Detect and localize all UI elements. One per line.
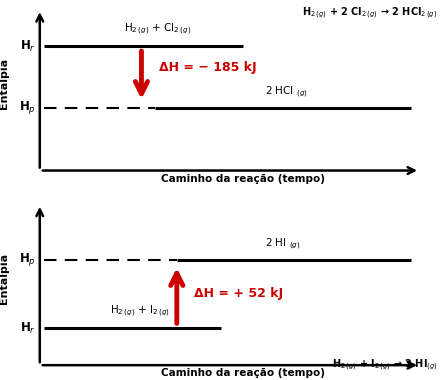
Text: H$_{2\,(g)}$ + 2 Cl$_{2\,(g)}$ → 2 HCl$_{2\,(g)}$: H$_{2\,(g)}$ + 2 Cl$_{2\,(g)}$ → 2 HCl$_… <box>302 6 438 21</box>
Text: H$_p$: H$_p$ <box>19 251 35 268</box>
Text: ΔH = + 52 kJ: ΔH = + 52 kJ <box>194 287 284 300</box>
Text: ΔH = − 185 kJ: ΔH = − 185 kJ <box>159 61 257 74</box>
Text: H$_p$: H$_p$ <box>19 99 35 116</box>
Text: 2 HCl $_{(g)}$: 2 HCl $_{(g)}$ <box>265 85 308 100</box>
Text: Caminho da reação (tempo): Caminho da reação (tempo) <box>161 368 325 378</box>
Text: Entalpia: Entalpia <box>0 252 9 304</box>
Text: Caminho da reação (tempo): Caminho da reação (tempo) <box>161 174 325 184</box>
Text: 2 HI $_{(g)}$: 2 HI $_{(g)}$ <box>265 237 301 252</box>
Text: H$_{2\,(g)}$ + I$_{2\,(g)}$: H$_{2\,(g)}$ + I$_{2\,(g)}$ <box>110 303 171 319</box>
Text: H$_r$: H$_r$ <box>19 321 35 336</box>
Text: H$_{2\,(g)}$ + I$_{2\,(g)}$ → 2 HI$_{(g)}$: H$_{2\,(g)}$ + I$_{2\,(g)}$ → 2 HI$_{(g)… <box>332 357 438 372</box>
Text: Entalpia: Entalpia <box>0 58 9 109</box>
Text: H$_r$: H$_r$ <box>19 39 35 54</box>
Text: H$_{2\,(g)}$ + Cl$_{2\,(g)}$: H$_{2\,(g)}$ + Cl$_{2\,(g)}$ <box>124 22 191 37</box>
